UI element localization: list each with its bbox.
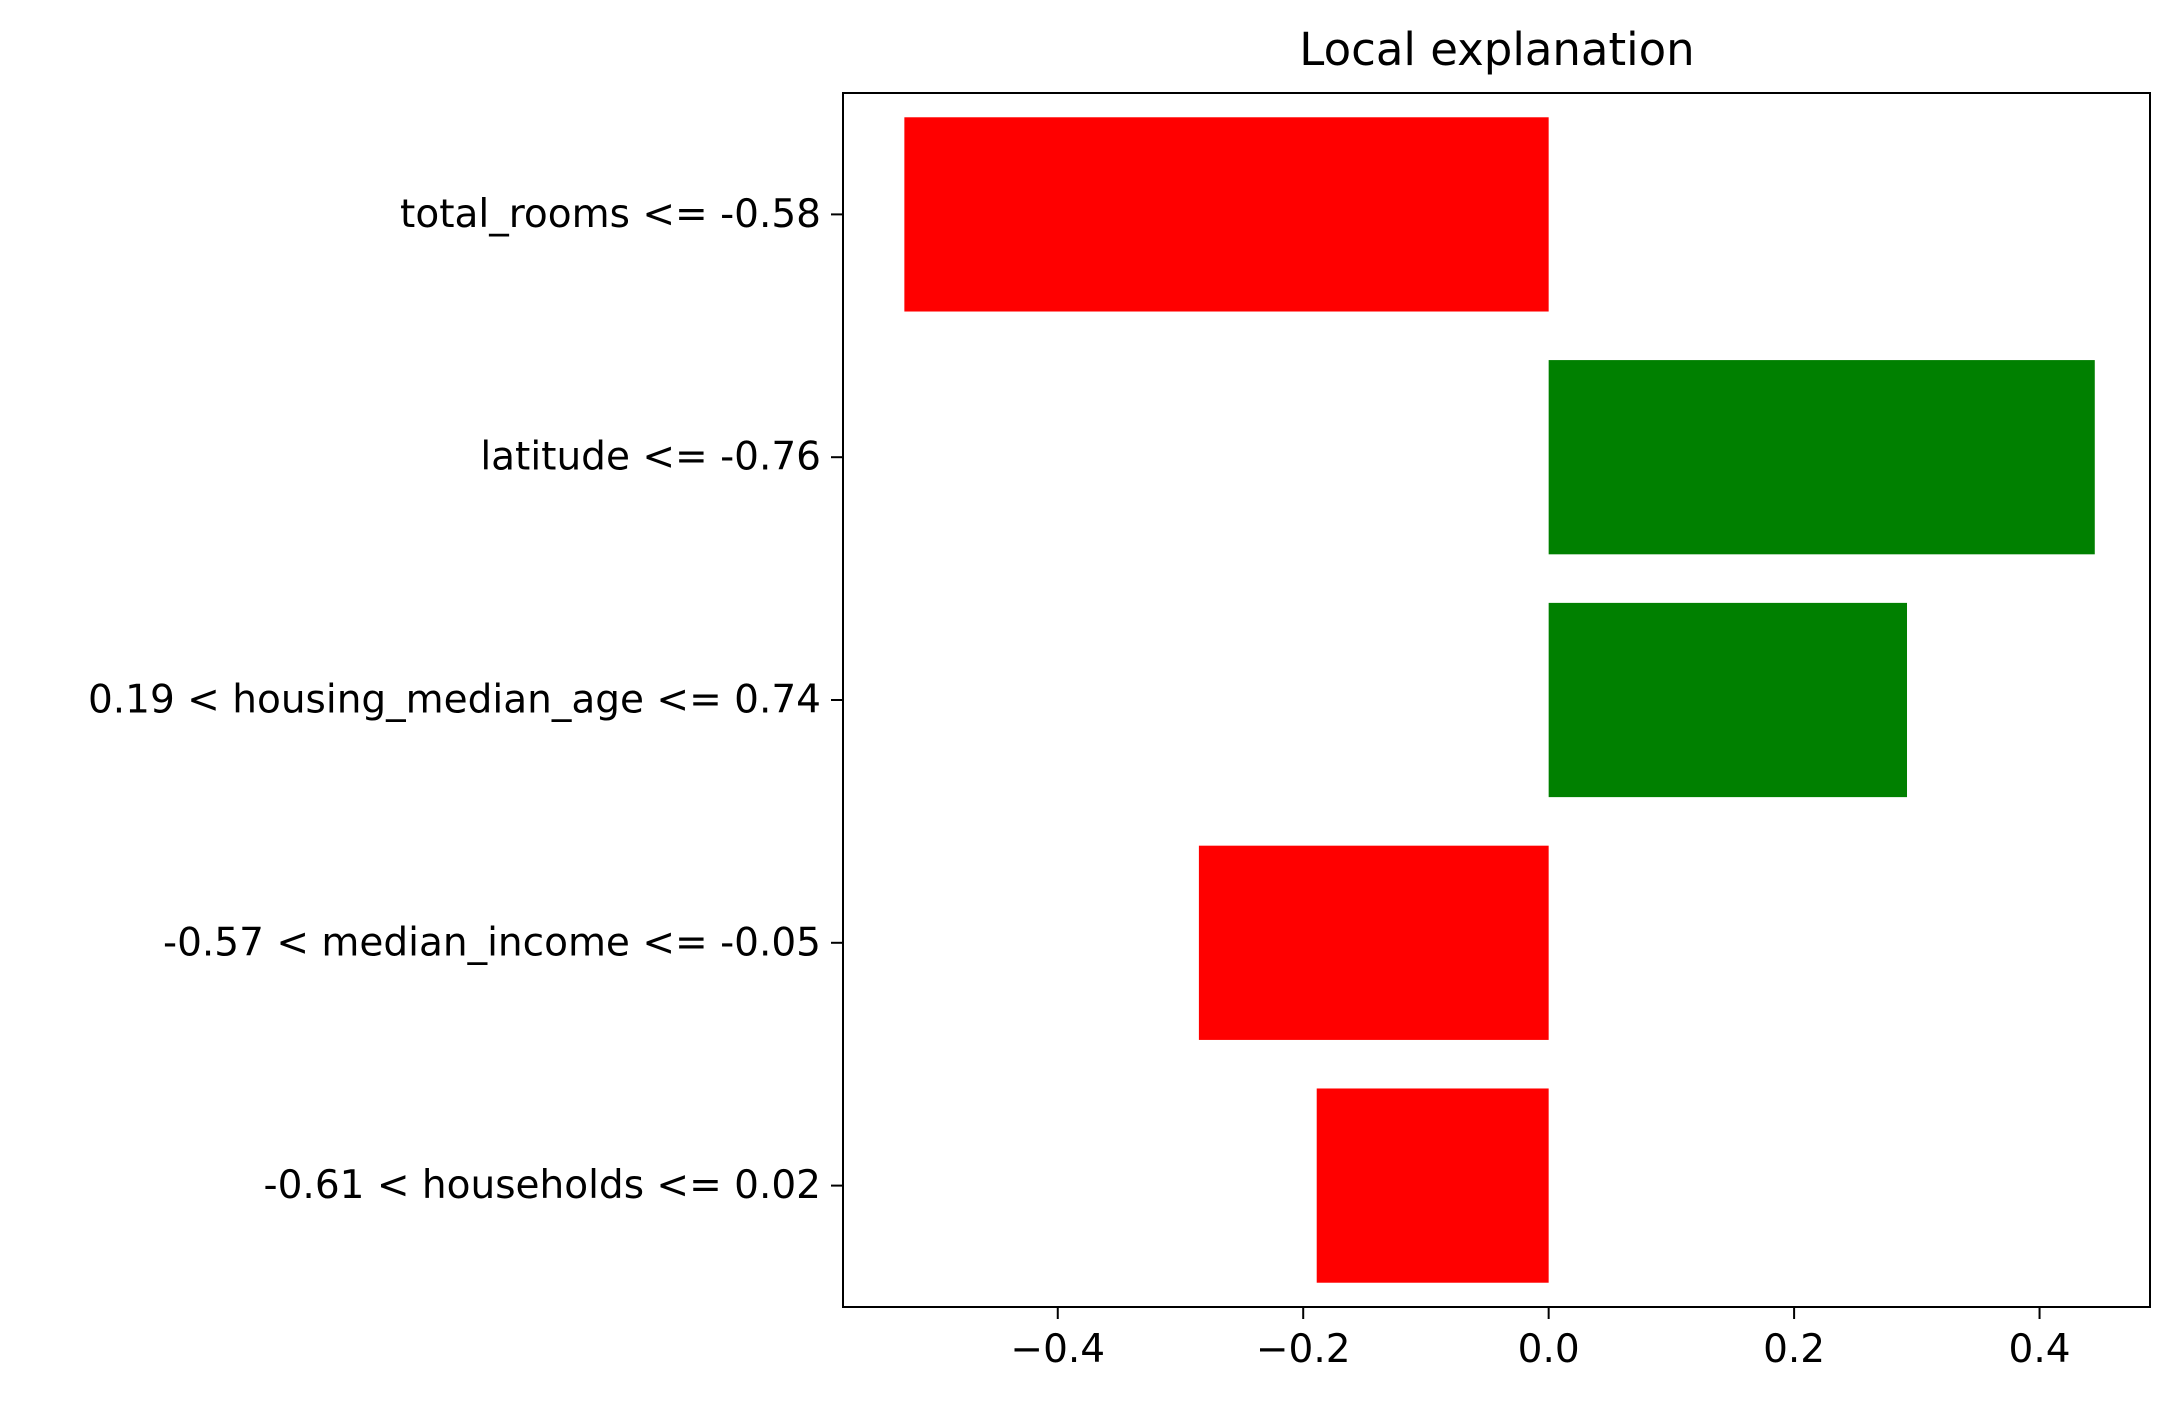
chart-title: Local explanation (1299, 23, 1694, 76)
bar-2 (1548, 602, 1908, 798)
x-tick-label-4: 0.4 (2009, 1327, 2071, 1372)
x-axis: −0.4 −0.2 0.0 0.2 0.4 (1010, 1307, 2071, 1372)
y-tick-label-4: -0.61 < households <= 0.02 (264, 1163, 821, 1208)
y-axis: total_rooms <= -0.58 latitude <= -0.76 0.1… (88, 192, 843, 1208)
x-tick-label-2: 0.0 (1518, 1327, 1580, 1372)
bar-1 (1548, 360, 2095, 555)
y-tick-label-3: -0.57 < median_income <= -0.05 (163, 920, 821, 965)
plot-frame (842, 92, 2151, 1308)
y-tick-label-1: latitude <= -0.76 (480, 435, 821, 480)
y-tick-label-2: 0.19 < housing_median_age <= 0.74 (88, 678, 821, 723)
bars-group (904, 117, 2095, 1283)
x-tick-label-1: −0.2 (1256, 1327, 1351, 1372)
y-tick-label-0: total_rooms <= -0.58 (400, 192, 821, 237)
bar-0 (904, 117, 1549, 312)
bar-3 (1198, 845, 1549, 1040)
x-tick-label-0: −0.4 (1010, 1327, 1105, 1372)
x-tick-label-3: 0.2 (1763, 1327, 1825, 1372)
bar-4 (1316, 1088, 1549, 1283)
